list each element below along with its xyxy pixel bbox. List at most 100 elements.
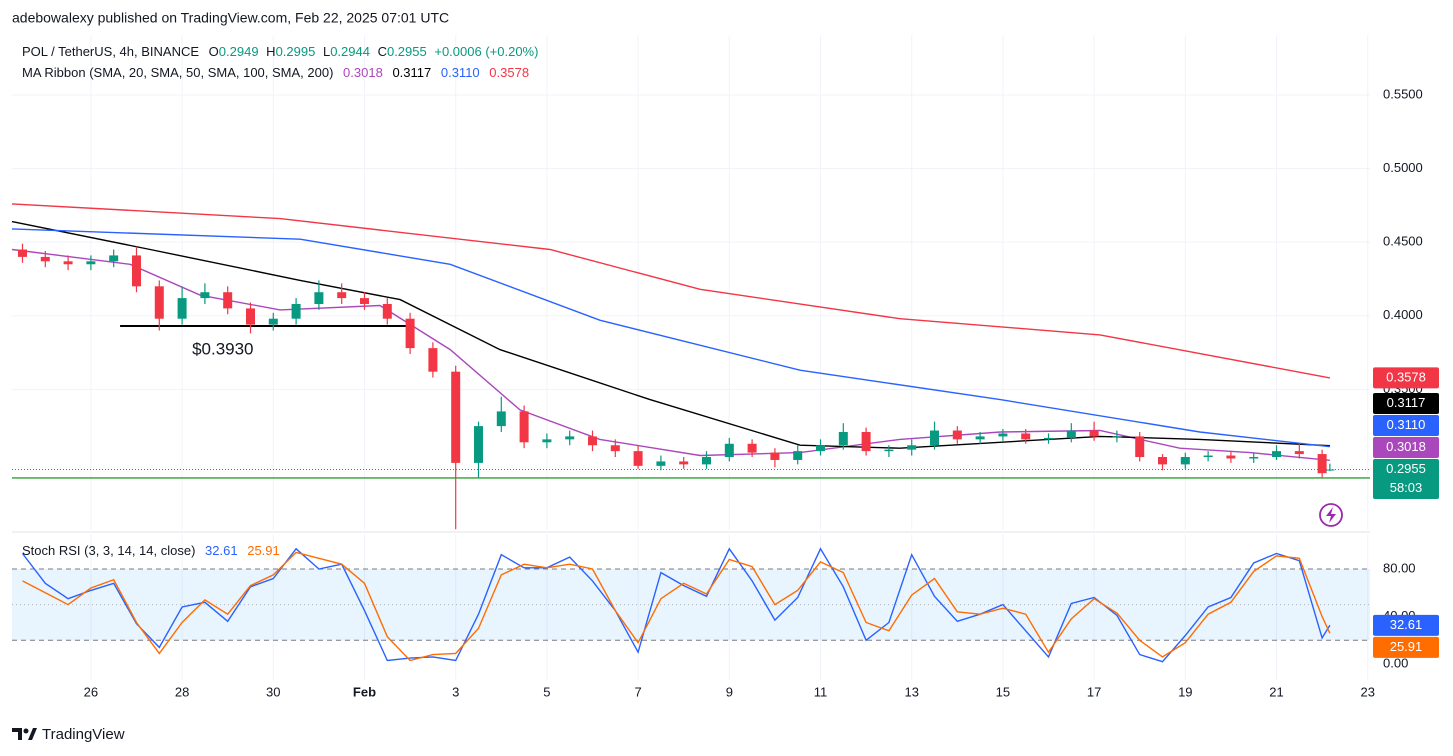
candle-body	[952, 430, 962, 440]
change: +0.0006 (+0.20%)	[434, 44, 538, 59]
candle-body	[1089, 430, 1099, 437]
ribbon-value: 0.3110	[441, 65, 480, 80]
candle-body	[633, 451, 643, 466]
candle-body	[200, 292, 210, 299]
candle-body	[223, 292, 233, 309]
candle-body	[1317, 454, 1327, 474]
candle-body	[428, 348, 438, 372]
stoch-tag-label: 32.61	[1390, 617, 1423, 632]
candle-body	[451, 371, 461, 463]
candle-body	[565, 436, 575, 440]
moving-average-line	[11, 228, 1330, 448]
alert-bolt[interactable]	[1326, 507, 1336, 523]
price-tag-label: 0.2955	[1386, 461, 1426, 476]
candle-body	[861, 432, 871, 452]
x-tick-label: 13	[904, 684, 918, 699]
x-tick-label: 30	[266, 684, 280, 699]
candle-body	[405, 318, 415, 349]
stoch-tag	[1373, 636, 1439, 658]
moving-average-line	[11, 220, 1330, 449]
main-legend: POL / TetherUS, 4h, BINANCE O0.2949 H0.2…	[22, 44, 538, 59]
candle-body	[131, 255, 141, 287]
tags-layer: 0.2955 58:03 0.3018 0.3110 0.3117 0.3578 32.61…	[1373, 367, 1439, 658]
alert-circle[interactable]	[1319, 503, 1343, 527]
ribbon-legend: MA Ribbon (SMA, 20, SMA, 50, SMA, 100, S…	[22, 65, 529, 80]
candle-body	[1272, 451, 1282, 458]
stoch-tag	[1373, 614, 1439, 636]
stoch-legend: Stoch RSI (3, 3, 14, 14, close) 32.61 25…	[22, 543, 280, 558]
stoch-line	[22, 551, 1331, 662]
ribbon-title: MA Ribbon (SMA, 20, SMA, 50, SMA, 100, S…	[22, 65, 333, 80]
candle-body	[907, 445, 917, 450]
candle-body	[1203, 455, 1213, 458]
candle-body	[1226, 455, 1236, 459]
ohlc-label: O	[209, 44, 219, 59]
ribbon-value: 0.3578	[489, 65, 529, 80]
countdown: 58:03	[1390, 480, 1423, 495]
stoch-tick-label: 80.00	[1383, 560, 1416, 575]
publisher-line: adebowalexy published on TradingView.com…	[12, 10, 449, 26]
stoch-k-value: 32.61	[205, 543, 238, 558]
moving-average-line	[11, 203, 1331, 379]
candle-body	[40, 256, 50, 262]
candle-body	[268, 318, 278, 325]
candle-body	[496, 411, 506, 427]
candle-body	[884, 449, 894, 452]
y-tick-label: 0.4000	[1383, 307, 1423, 322]
candle-body	[1158, 457, 1168, 465]
candle-body	[473, 426, 483, 463]
candle-body	[930, 430, 940, 446]
candle-body	[1325, 469, 1335, 471]
candle-body	[724, 443, 734, 458]
candle-body	[337, 292, 347, 299]
ohlc-value: 0.2944	[330, 44, 370, 59]
x-tick-label: Feb	[353, 684, 376, 699]
candle-body	[17, 249, 27, 257]
candle-body	[975, 436, 985, 440]
candle-body	[838, 432, 848, 446]
logo-part	[23, 728, 29, 734]
candle-body	[359, 298, 369, 304]
stoch-band	[12, 568, 1370, 641]
candle-body	[1044, 437, 1054, 440]
candle-body	[1135, 436, 1145, 458]
ohlc-label: H	[266, 44, 275, 59]
candle-body	[542, 439, 552, 443]
candle-body	[816, 445, 826, 452]
candle-body	[1066, 430, 1076, 438]
candle-body	[610, 445, 620, 452]
candle-body	[1180, 457, 1190, 465]
candle-body	[702, 457, 712, 465]
y-tick-label: 0.5500	[1383, 86, 1423, 101]
price-tag	[1373, 415, 1439, 437]
candle-body	[770, 452, 780, 460]
stoch-tag-label: 25.91	[1390, 639, 1423, 654]
logo-part	[28, 728, 37, 740]
stoch-title: Stoch RSI (3, 3, 14, 14, close)	[22, 543, 195, 558]
ohlc-label: L	[323, 44, 330, 59]
x-tick-label: 7	[634, 684, 641, 699]
x-tick-label: 21	[1269, 684, 1283, 699]
x-tick-label: 26	[84, 684, 98, 699]
candle-body	[747, 443, 757, 453]
candle-body	[656, 461, 666, 466]
x-tick-label: 9	[726, 684, 733, 699]
candle-body	[793, 451, 803, 460]
candle-body	[63, 261, 73, 265]
candle-body	[588, 436, 598, 446]
stoch-d-value: 25.91	[247, 543, 280, 558]
price-tag-label: 0.3110	[1387, 417, 1426, 432]
price-tag	[1373, 393, 1439, 415]
annotation-label: $0.3930	[192, 340, 253, 359]
x-tick-label: 23	[1360, 684, 1374, 699]
alert-icon[interactable]	[1319, 503, 1343, 527]
price-tag	[1373, 367, 1439, 389]
candle-body	[998, 433, 1008, 437]
y-tick-label: 0.5000	[1383, 160, 1423, 175]
logo-part	[12, 728, 22, 740]
price-tag-label: 0.3117	[1387, 395, 1426, 410]
candle-body	[86, 261, 96, 265]
brand-name: TradingView	[42, 726, 125, 743]
price-tag-label: 0.3018	[1386, 439, 1426, 454]
